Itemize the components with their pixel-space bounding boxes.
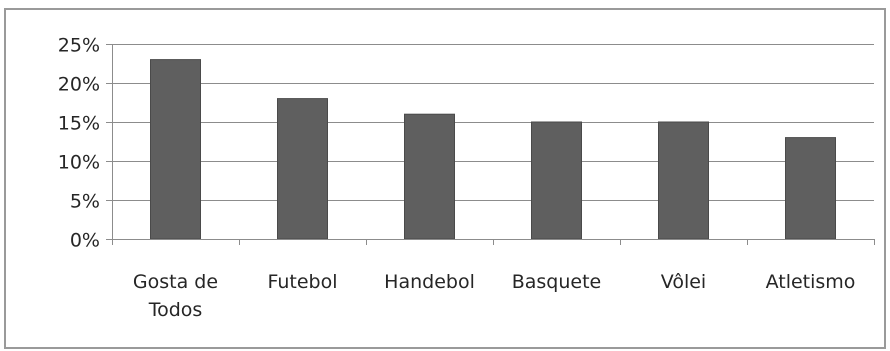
y-tick-label: 10%	[58, 152, 100, 174]
bar	[658, 121, 709, 240]
x-tick-label: Basquete	[512, 271, 602, 293]
tick-labels: 0% 5% 10% 15% 20% 25% Gosta de Todos Futebol Hand…	[58, 35, 856, 322]
y-tick-label: 0%	[70, 230, 100, 252]
x-tick-label: Futebol	[267, 271, 337, 293]
x-tick-label: Atletismo	[766, 271, 856, 293]
y-tick-label: 5%	[70, 191, 100, 213]
bar	[277, 98, 328, 240]
x-tick-label: Vôlei	[661, 271, 706, 293]
bars	[150, 59, 836, 240]
bar	[785, 137, 836, 240]
y-tick-label: 20%	[58, 74, 100, 96]
gridlines	[112, 44, 874, 201]
y-tick-label: 25%	[58, 35, 100, 57]
axes	[106, 44, 875, 245]
bar	[150, 59, 201, 240]
y-tick-label: 15%	[58, 113, 100, 135]
bar	[531, 121, 582, 240]
bar	[404, 113, 455, 240]
x-tick-label: Gosta de Todos	[133, 271, 218, 321]
x-tick-label: Handebol	[384, 271, 475, 293]
